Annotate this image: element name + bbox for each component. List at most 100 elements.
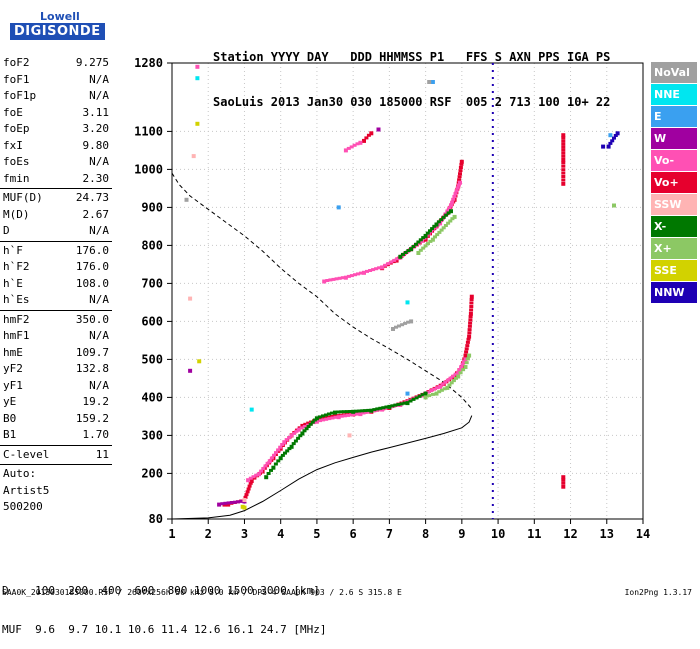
header-row1: Station YYYY DAY DDD HHMMSS P1 FFS S AXN… (213, 50, 611, 64)
param-value: N/A (89, 89, 109, 102)
param-name: hmF2 (3, 312, 30, 326)
param-row: MUF(D) 24.73 (0, 190, 112, 207)
param-row: fmin 2.30 (0, 171, 112, 188)
echo-point (361, 411, 366, 415)
echo-point (266, 472, 271, 475)
y-tick-label: 600 (141, 314, 163, 328)
x-tick-label: 7 (386, 527, 393, 541)
param-value: N/A (89, 224, 109, 237)
auto-artist: Artist5 (3, 483, 50, 497)
echo-point (423, 391, 428, 396)
y-tick-label: 200 (141, 466, 163, 480)
echo-point (184, 197, 189, 202)
param-name: fxI (3, 138, 23, 152)
echo-point (392, 258, 397, 262)
echo-point (278, 456, 283, 461)
echo-point (248, 481, 253, 485)
echo-point (391, 327, 395, 331)
chart-grid (172, 63, 643, 519)
echo-point (356, 272, 360, 276)
legend-item-voplus: Vo+ (651, 172, 697, 193)
model-trace-dashed-line (171, 172, 473, 410)
echo-point (371, 268, 376, 272)
echo-point (457, 368, 462, 371)
echo-point (438, 221, 443, 226)
header-row2: SaoLuis 2013 Jan30 030 185000 RSF 005 2 … (213, 95, 611, 109)
echo-point (249, 407, 254, 412)
echo-point (246, 478, 251, 483)
param-row: foE 3.11 (0, 105, 112, 122)
param-row: yF1 N/A (0, 378, 112, 395)
echo-point (401, 252, 405, 256)
echo-point (322, 279, 327, 284)
echo-point (435, 386, 440, 390)
param-row: h`Es N/A (0, 292, 112, 309)
echo-point (448, 376, 453, 380)
echo-point (436, 220, 441, 224)
echo-point (343, 275, 348, 280)
param-value: 24.73 (75, 191, 109, 204)
echo-point (440, 382, 445, 386)
echo-point (333, 410, 337, 415)
echo-point (352, 413, 357, 416)
echo-point (561, 171, 566, 175)
param-row: foF1p N/A (0, 88, 112, 105)
auto-label: Auto: (3, 467, 37, 480)
echo-point (456, 183, 461, 187)
echo-point (463, 365, 468, 369)
y-tick-label: 500 (141, 352, 163, 366)
echo-point (271, 465, 276, 470)
echo-point (357, 409, 362, 413)
echo-point (468, 315, 473, 319)
echo-point (328, 278, 333, 282)
echo-point (613, 134, 618, 137)
echo-point (248, 476, 253, 480)
echo-point (389, 260, 394, 264)
echo-point (364, 410, 369, 414)
echo-point (561, 178, 566, 182)
echo-point (416, 251, 421, 255)
echo-point (561, 161, 566, 165)
echo-point (561, 157, 566, 162)
echo-point (417, 394, 422, 398)
echo-point (347, 433, 352, 438)
param-value: 9.275 (75, 56, 109, 69)
echo-point (421, 236, 426, 240)
echo-point (608, 141, 613, 145)
echo-point (464, 347, 469, 351)
echo-point (257, 472, 261, 477)
echo-point (439, 218, 444, 222)
echo-point (240, 504, 245, 509)
param-value: 11 (95, 447, 109, 461)
echo-point (226, 501, 231, 505)
echo-point (409, 319, 414, 324)
echo-point (561, 164, 566, 168)
echo-point (384, 405, 389, 409)
echo-point (349, 413, 354, 417)
param-row: D N/A (0, 223, 112, 240)
echo-point (427, 394, 432, 398)
echo-point (195, 121, 200, 126)
x-tick-label: 2 (205, 527, 212, 541)
echo-point (465, 340, 470, 344)
param-name: B1 (3, 428, 17, 441)
echo-point (421, 246, 426, 250)
echo-point (456, 374, 461, 379)
echo-point (390, 404, 395, 408)
echo-point (296, 436, 301, 440)
echo-point (469, 298, 474, 302)
y-tick-label: 1000 (134, 162, 163, 176)
echo-point (561, 175, 566, 178)
echo-point (400, 323, 405, 327)
param-name: h`F2 (3, 260, 30, 273)
param-row: h`F 176.0 (0, 243, 112, 260)
param-value: 176.0 (75, 243, 109, 257)
echo-point (561, 145, 566, 149)
echo-point (439, 228, 444, 232)
echo-point (561, 148, 566, 152)
echo-point (359, 271, 363, 275)
echo-point (280, 453, 285, 457)
y-tick-label: 700 (141, 276, 163, 290)
echo-point (349, 274, 354, 278)
param-row: foEs N/A (0, 154, 112, 171)
